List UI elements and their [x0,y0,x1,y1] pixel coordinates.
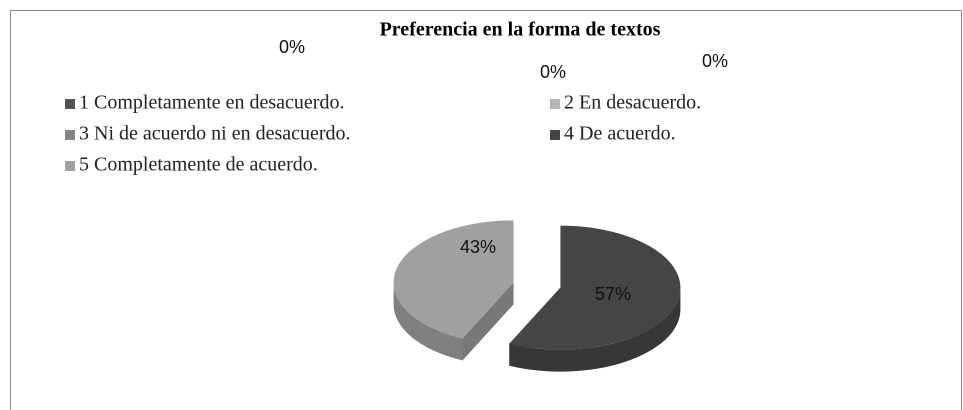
data-label: 43% [460,237,496,257]
pie-slice [509,225,681,350]
data-label: 0% [540,62,566,82]
pie-slice [393,220,514,339]
legend-label: 4 De acuerdo. [564,123,676,145]
pie-slice-wall [462,282,514,361]
legend-swatch [65,99,75,109]
legend-swatch [550,130,560,140]
chart-border [10,10,962,410]
chart-title: Preferencia en la forma de textos [380,19,661,41]
pie-slice-side [393,282,463,361]
data-label: 0% [279,37,305,57]
legend-swatch [65,130,75,140]
legend-label: 2 En desacuerdo. [564,92,701,114]
legend-label: 5 Completamente de acuerdo. [79,154,318,176]
legend-label: 3 Ni de acuerdo ni en desacuerdo. [79,123,351,145]
legend-swatch [550,99,560,109]
legend-swatch [65,161,75,171]
data-label: 57% [595,284,631,304]
pie-slice-side [509,287,681,372]
data-label: 0% [702,51,728,71]
legend-label: 1 Completamente en desacuerdo. [79,92,344,114]
